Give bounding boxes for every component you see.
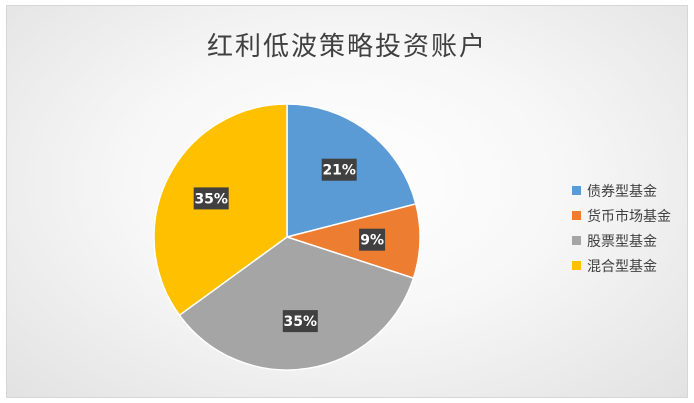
chart-title: 红利低波策略投资账户 (206, 32, 487, 62)
legend-swatch (572, 261, 581, 270)
data-label: 9% (359, 228, 386, 251)
data-label-text: 21% (322, 163, 356, 179)
legend-swatch (572, 186, 581, 195)
legend-item: 货币市场基金 (572, 203, 671, 228)
legend-swatch (572, 236, 581, 245)
data-label: 35% (193, 187, 229, 210)
legend-label: 债券型基金 (587, 183, 657, 200)
legend: 债券型基金货币市场基金 股票型基金混合型基金 (572, 178, 671, 278)
legend-swatch (572, 211, 581, 220)
data-label: 21% (321, 158, 357, 181)
legend-label: 股票型基金 (587, 233, 657, 250)
data-label-text: 35% (194, 191, 228, 207)
legend-label: 混合型基金 (587, 258, 657, 275)
legend-item: 混合型基金 (572, 253, 671, 278)
legend-label: 货币市场基金 (587, 208, 671, 225)
data-label-background (193, 187, 229, 210)
legend-item: 股票型基金 (572, 228, 671, 253)
pie-slice (153, 103, 288, 317)
data-label-background (359, 228, 386, 251)
pie-slice (178, 236, 415, 371)
data-label-text: 35% (284, 314, 318, 330)
legend-item: 债券型基金 (572, 178, 671, 203)
data-label-background (282, 310, 318, 333)
data-label-background (321, 158, 357, 181)
data-label-text: 9% (360, 233, 384, 249)
data-label: 35% (282, 310, 318, 333)
